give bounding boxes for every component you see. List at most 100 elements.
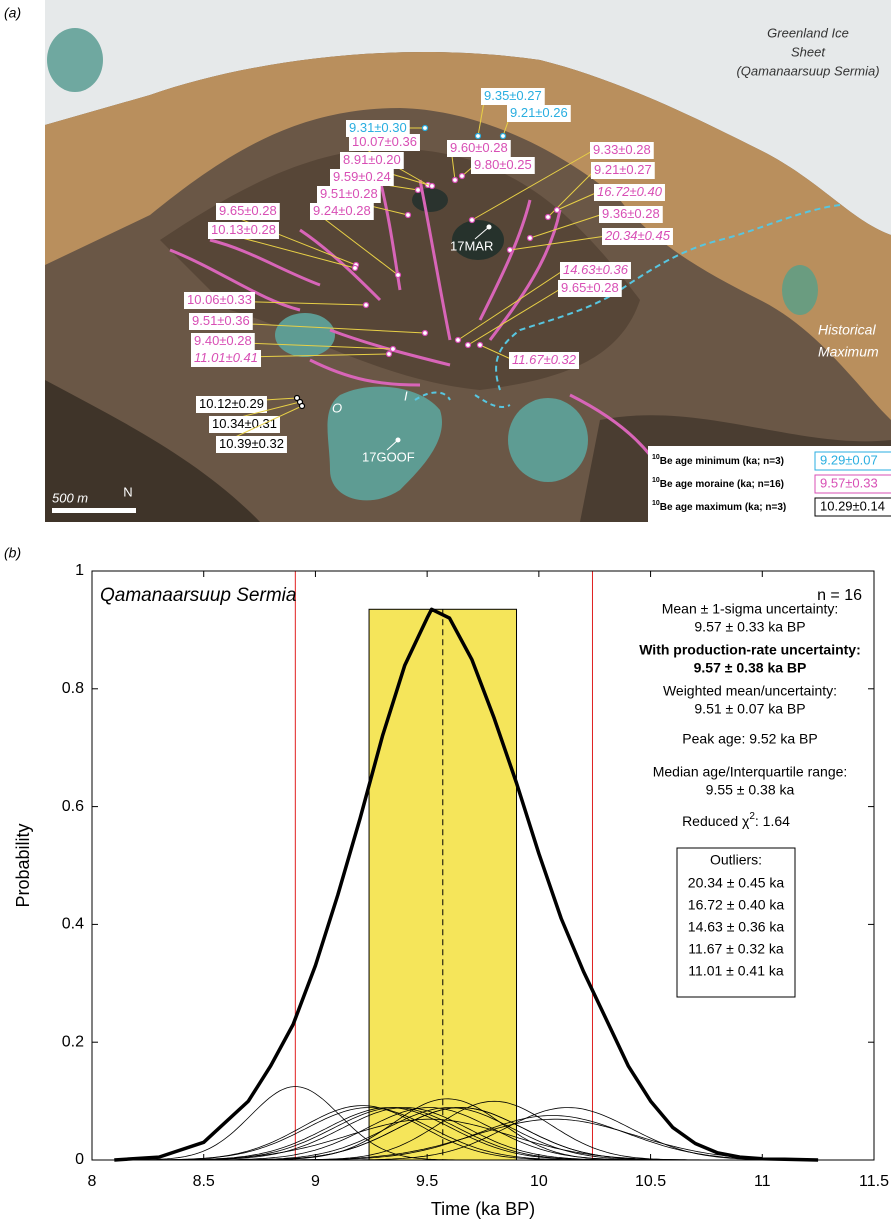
stat-text: Mean ± 1-sigma uncertainty: <box>662 601 839 617</box>
label-box <box>509 352 580 369</box>
label-box <box>594 184 665 201</box>
x-tick-label: 9.5 <box>416 1173 438 1190</box>
x-tick-label: 10 <box>530 1173 548 1190</box>
label-box <box>560 262 631 279</box>
sample-point <box>451 176 459 184</box>
label-box <box>599 206 663 223</box>
legend-label: Be age maximum (ka; n=3) <box>660 502 786 513</box>
sample-point <box>404 211 412 219</box>
sample-point <box>421 329 429 337</box>
x-tick-label: 11 <box>754 1173 771 1190</box>
ice-sheet-label: Greenland Ice <box>767 25 849 40</box>
place-label: O <box>332 400 342 415</box>
moraine <box>418 179 452 341</box>
flow-line <box>414 391 511 408</box>
sample-point <box>385 350 393 358</box>
legend-label: Be age minimum (ka; n=3) <box>660 456 784 467</box>
leader <box>471 149 595 221</box>
sample-point <box>298 402 306 410</box>
sample-point <box>553 206 561 214</box>
age-label: 9.33±0.28 <box>593 142 651 157</box>
y-tick-label: 0.2 <box>62 1033 84 1050</box>
y-tick-label: 0.6 <box>62 798 84 815</box>
chi-sup: 2 <box>749 811 755 822</box>
lake <box>452 220 504 260</box>
x-tick-label: 8 <box>88 1173 97 1190</box>
chart-title: Qamanaarsuup Sermia <box>100 585 296 606</box>
legend-sup: 10 <box>652 500 660 507</box>
map <box>45 0 891 522</box>
age-label: 8.91±0.20 <box>343 152 401 167</box>
chi-text: Reduced χ2: 1.64 <box>682 811 790 829</box>
sample-point <box>389 345 397 353</box>
tan-band <box>45 52 891 420</box>
label-box <box>317 186 381 203</box>
sample-point <box>351 264 359 272</box>
label-box <box>590 142 654 159</box>
legend-sup: 10 <box>652 454 660 461</box>
legend-box <box>814 497 891 517</box>
age-label: 9.21±0.27 <box>594 162 652 177</box>
stat-text: Weighted mean/uncertainty: <box>663 683 837 699</box>
panel-label: (b) <box>4 545 21 561</box>
label-box <box>558 280 622 297</box>
ridge <box>45 380 260 522</box>
moraine <box>378 179 402 291</box>
label-box <box>602 228 673 245</box>
age-label: 11.01±0.41 <box>194 350 258 365</box>
label-box <box>507 105 571 122</box>
lake <box>47 28 103 92</box>
label-box <box>591 162 655 179</box>
y-tick-label: 1 <box>75 562 84 579</box>
moraine <box>478 199 532 321</box>
site <box>395 437 401 443</box>
label-box <box>191 333 255 350</box>
leader <box>457 269 565 341</box>
label-box <box>196 396 267 413</box>
label-box <box>447 140 511 157</box>
sample-point <box>293 394 301 402</box>
age-label: 20.34±0.45 <box>604 228 671 243</box>
x-tick-label: 11.5 <box>859 1173 889 1190</box>
x-axis-label: Time (ka BP) <box>431 1199 535 1219</box>
legend-value: 9.57±0.33 <box>820 475 878 490</box>
label-box <box>208 222 279 239</box>
label-box <box>310 203 374 220</box>
age-label: 10.13±0.28 <box>211 222 276 237</box>
leader <box>479 344 514 361</box>
moraine <box>169 248 301 312</box>
label-box <box>209 416 280 433</box>
chi-label: Reduced χ <box>682 813 750 829</box>
moraine <box>309 358 421 387</box>
label-box <box>349 134 420 151</box>
lake <box>782 265 818 315</box>
label-box <box>189 313 253 330</box>
age-label: 9.31±0.30 <box>349 120 407 135</box>
moraine <box>488 209 562 341</box>
count: n = 16 <box>817 587 862 604</box>
age-label: 9.80±0.25 <box>474 157 532 172</box>
sample-point <box>464 341 472 349</box>
stat-text: 9.57 ± 0.38 ka BP <box>694 660 807 676</box>
north-label: N <box>123 484 132 499</box>
place-label: I <box>404 388 408 403</box>
sample-point <box>362 301 370 309</box>
legend-value: 10.29±0.14 <box>820 498 885 513</box>
y-tick-label: 0.8 <box>62 680 84 697</box>
stat-text: Median age/Interquartile range: <box>653 764 848 780</box>
leader <box>313 210 399 276</box>
label-box <box>481 88 545 105</box>
legend-value: 9.29±0.07 <box>820 452 878 467</box>
historical-label: Maximum <box>818 344 879 360</box>
age-label: 9.65±0.28 <box>561 280 619 295</box>
stat-text: Peak age: 9.52 ka BP <box>682 731 817 747</box>
y-tick-label: 0.4 <box>62 916 84 933</box>
y-tick-label: 0 <box>75 1151 84 1168</box>
historical-label: Historical <box>818 322 876 338</box>
label-box <box>191 350 262 367</box>
legend-text: 10Be age moraine (ka; n=16) <box>652 477 784 490</box>
x-tick-label: 8.5 <box>193 1173 215 1190</box>
age-label: 9.65±0.28 <box>219 203 277 218</box>
age-label: 9.51±0.36 <box>192 313 250 328</box>
